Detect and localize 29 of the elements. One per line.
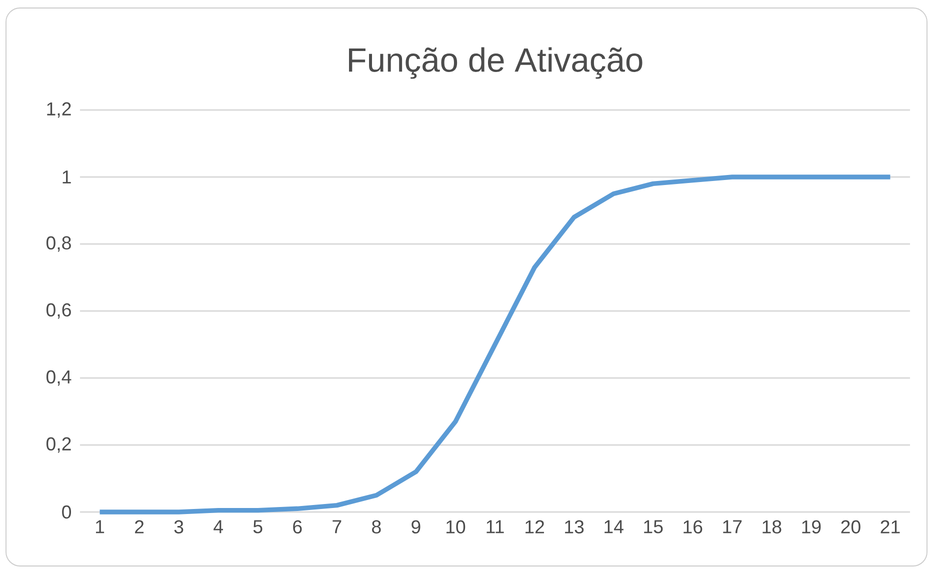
x-tick-label: 15 bbox=[644, 520, 663, 534]
x-tick-label: 9 bbox=[412, 520, 420, 534]
y-tick-label: 0 bbox=[62, 505, 72, 519]
y-tick-label: 1 bbox=[62, 170, 71, 184]
x-tick-label: 4 bbox=[214, 520, 223, 534]
x-tick-label: 13 bbox=[565, 520, 584, 534]
y-tick-label: 0,6 bbox=[46, 303, 71, 319]
x-tick-label: 7 bbox=[332, 520, 342, 534]
x-tick-label: 11 bbox=[486, 520, 504, 534]
y-tick-label: 0,2 bbox=[46, 437, 71, 453]
x-tick-label: 2 bbox=[135, 520, 144, 534]
x-tick-label: 12 bbox=[526, 520, 544, 534]
x-tick-label: 16 bbox=[684, 520, 702, 534]
x-tick-label: 5 bbox=[253, 520, 262, 534]
x-tick-label: 8 bbox=[372, 520, 381, 534]
x-tick-label: 6 bbox=[293, 520, 302, 534]
x-tick-label: 14 bbox=[604, 520, 624, 534]
x-tick-label: 19 bbox=[802, 520, 821, 534]
x-tick-label: 20 bbox=[841, 520, 860, 534]
y-tick-label: 0,4 bbox=[46, 370, 72, 386]
x-tick-label: 18 bbox=[762, 520, 782, 534]
x-tick-label: 1 bbox=[96, 520, 104, 534]
chart-title: Função de Ativação bbox=[349, 47, 642, 79]
y-tick-label: 1,2 bbox=[47, 102, 71, 118]
x-tick-label: 21 bbox=[880, 520, 900, 534]
x-tick-label: 17 bbox=[723, 520, 742, 534]
x-tick-label: 3 bbox=[174, 520, 184, 534]
x-tick-label: 10 bbox=[446, 520, 466, 534]
y-tick-label: 0,8 bbox=[46, 236, 71, 252]
